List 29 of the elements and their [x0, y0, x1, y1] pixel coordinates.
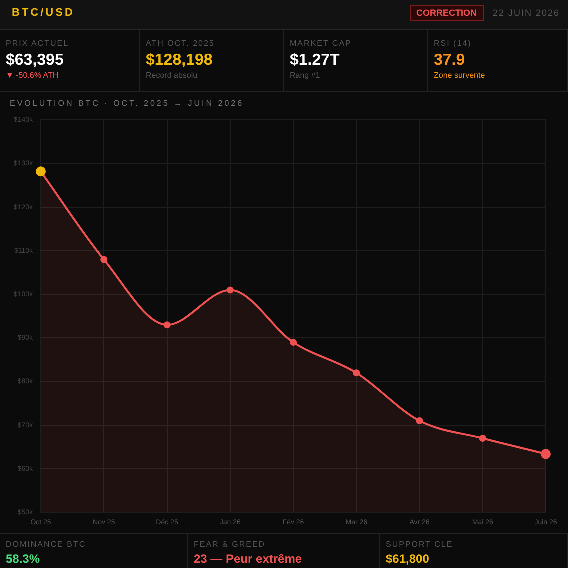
text: Zone survente [434, 71, 486, 80]
text: 37.9 [434, 52, 466, 70]
text: $63,395 [6, 52, 64, 70]
point [226, 286, 234, 294]
text: $1.27T [290, 52, 340, 70]
point [100, 256, 108, 264]
point [290, 339, 297, 346]
point [416, 418, 424, 425]
chart-subtitle: EVOLUTION BTC · OCT. 2025 → JUIN 2026 [10, 99, 244, 108]
point [164, 322, 171, 329]
point [353, 370, 360, 377]
text: 58.3% [6, 552, 40, 566]
text: MARKET CAP [290, 39, 352, 48]
text: 22 JUIN 2026 [492, 8, 560, 18]
text: RSI (14) [434, 39, 472, 48]
text: 23 — Peur extrême [194, 552, 302, 566]
text: Rang #1 [290, 71, 320, 80]
text: PRIX ACTUEL [6, 39, 70, 48]
text: ATH OCT. 2025 [146, 39, 215, 48]
text: $128,198 [146, 52, 213, 70]
text: SUPPORT CLE [386, 540, 454, 549]
text: DOMINANCE BTC [6, 540, 86, 549]
chart-title: BTC/USD [12, 7, 75, 19]
text: Record absolu [146, 71, 198, 80]
text: ▼ -50.6% ATH [6, 71, 59, 80]
text: CORRECTION [410, 5, 484, 21]
point [479, 434, 486, 442]
text: $61,800 [386, 552, 430, 566]
text: FEAR & GREED [194, 540, 266, 549]
